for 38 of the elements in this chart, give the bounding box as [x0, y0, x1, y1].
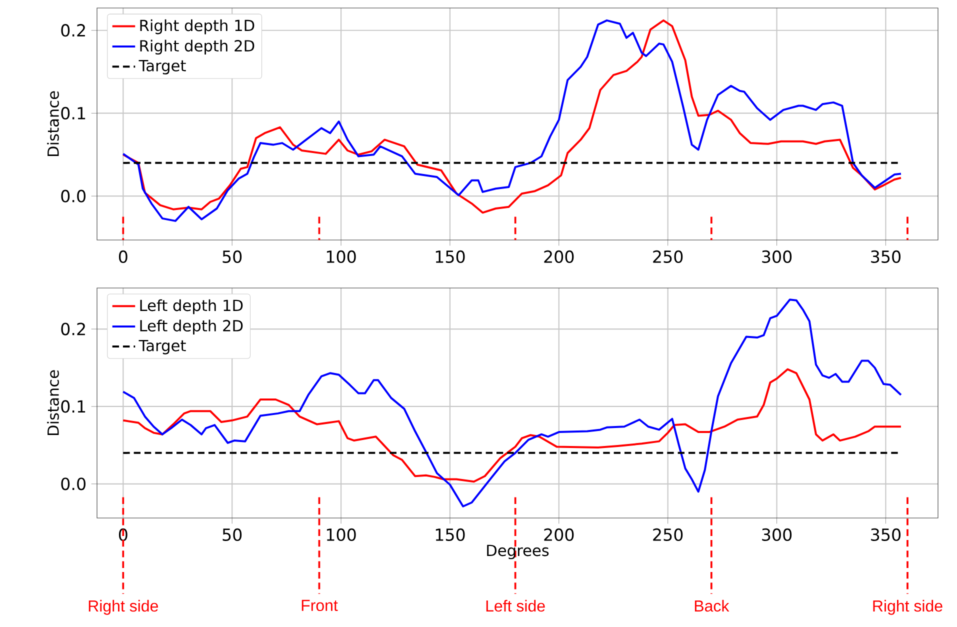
x-tick-label: 300 — [762, 528, 792, 541]
x-tick-label: 0 — [118, 528, 128, 541]
x-tick-label: 200 — [544, 528, 574, 541]
x-tick-label: 300 — [762, 250, 792, 263]
y-axis-title: Distance — [47, 91, 59, 156]
y-tick-label: 0.2 — [61, 24, 85, 37]
y-tick-label: 0.2 — [61, 322, 85, 336]
ref-line-label: Right side — [88, 600, 158, 615]
x-tick-label: 100 — [326, 528, 356, 541]
x-tick-label: 250 — [653, 250, 683, 263]
ref-line-label: Front — [302, 600, 338, 612]
legend-label: Left depth 2D — [140, 320, 243, 334]
legend-label: Left depth 1D — [140, 299, 243, 314]
ref-line-label: Right side — [873, 600, 942, 615]
x-tick-label: 50 — [222, 250, 242, 263]
x-tick-label: 150 — [436, 250, 465, 263]
x-tick-label: 250 — [653, 528, 683, 541]
legend-label: Target — [138, 60, 186, 74]
x-tick-label: 350 — [871, 528, 900, 541]
y-tick-label: 0.0 — [61, 190, 86, 202]
y-tick-label: 0.1 — [61, 400, 86, 413]
x-tick-label: 150 — [436, 528, 465, 541]
legend-label: Target — [138, 340, 186, 354]
x-axis-title: Degrees — [487, 544, 549, 560]
x-tick-label: 200 — [544, 250, 574, 263]
line-series — [122, 298, 902, 508]
ref-line-label: Left side — [486, 600, 545, 612]
x-tick-label: 50 — [222, 528, 242, 541]
line-series — [122, 368, 902, 483]
legend-label: Right depth 1D — [140, 19, 254, 34]
y-tick-label: 0.0 — [61, 478, 86, 490]
x-tick-label: 0 — [118, 250, 128, 263]
legend-label: Right depth 2D — [140, 40, 254, 55]
x-tick-label: 100 — [326, 250, 356, 263]
ref-line-label: Back — [694, 600, 730, 612]
y-axis-title: Distance — [47, 370, 59, 436]
x-tick-label: 350 — [871, 250, 900, 263]
y-tick-label: 0.1 — [61, 106, 86, 120]
